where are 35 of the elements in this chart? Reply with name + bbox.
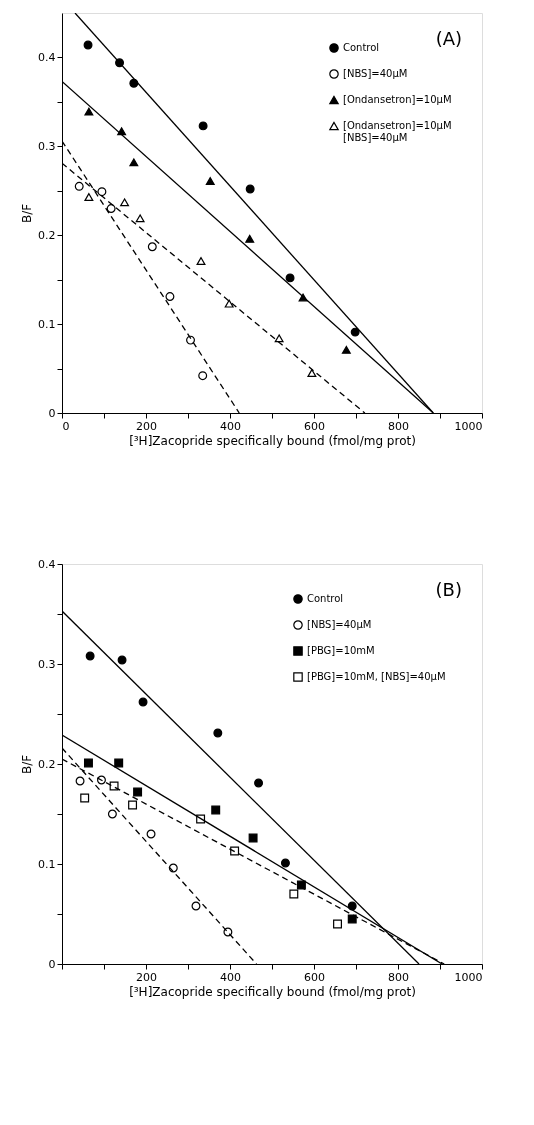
x-tick-label: 600 (304, 970, 325, 984)
x-tick-label: 1000 (454, 419, 483, 433)
y-tick-label: 0.1 (38, 317, 56, 331)
legend-label: Control (343, 42, 380, 53)
x-tick-label: 600 (304, 419, 325, 433)
x-tick-label: 200 (136, 970, 157, 984)
x-tick-label: 400 (220, 419, 241, 433)
x-tick-label: 800 (388, 970, 409, 984)
legend-label: [PBG]=10mM, [NBS]=40μM (307, 671, 446, 682)
legend-label: Control (307, 593, 344, 604)
y-tick-label: 0.4 (38, 50, 56, 64)
legend-label: [Ondansetron]=10μM (343, 94, 452, 105)
legend-label: [NBS]=40μM (307, 619, 372, 630)
x-axis-title: [³H]Zacopride specifically bound (fmol/mg prot) (129, 984, 416, 999)
y-tick-label: 0.4 (38, 557, 56, 571)
y-tick-label: 0.2 (38, 228, 56, 242)
x-tick-label: 1000 (454, 970, 483, 984)
y-tick-label: 0.2 (38, 757, 56, 771)
annotation: (A) (435, 28, 462, 49)
y-tick-label: 0 (48, 957, 56, 971)
x-tick-label: 0 (62, 419, 70, 433)
x-axis-title: [³H]Zacopride specifically bound (fmol/mg prot) (129, 433, 416, 448)
x-tick-label: 200 (136, 419, 157, 433)
y-tick-label: 0 (48, 406, 56, 420)
y-tick-label: 0.1 (38, 857, 56, 871)
y-tick-label: 0.3 (38, 657, 56, 671)
y-tick-label: 0.3 (38, 139, 56, 153)
y-axis-title: B/F (20, 203, 35, 224)
x-tick-label: 800 (388, 419, 409, 433)
x-tick-label: 400 (220, 970, 241, 984)
legend-label: [PBG]=10mM (307, 645, 375, 656)
y-axis-title: B/F (20, 754, 35, 775)
legend-label: [Ondansetron]=10μM [NBS]=40μM (343, 120, 452, 143)
legend-label: [NBS]=40μM (343, 68, 408, 79)
annotation: (B) (435, 579, 462, 600)
